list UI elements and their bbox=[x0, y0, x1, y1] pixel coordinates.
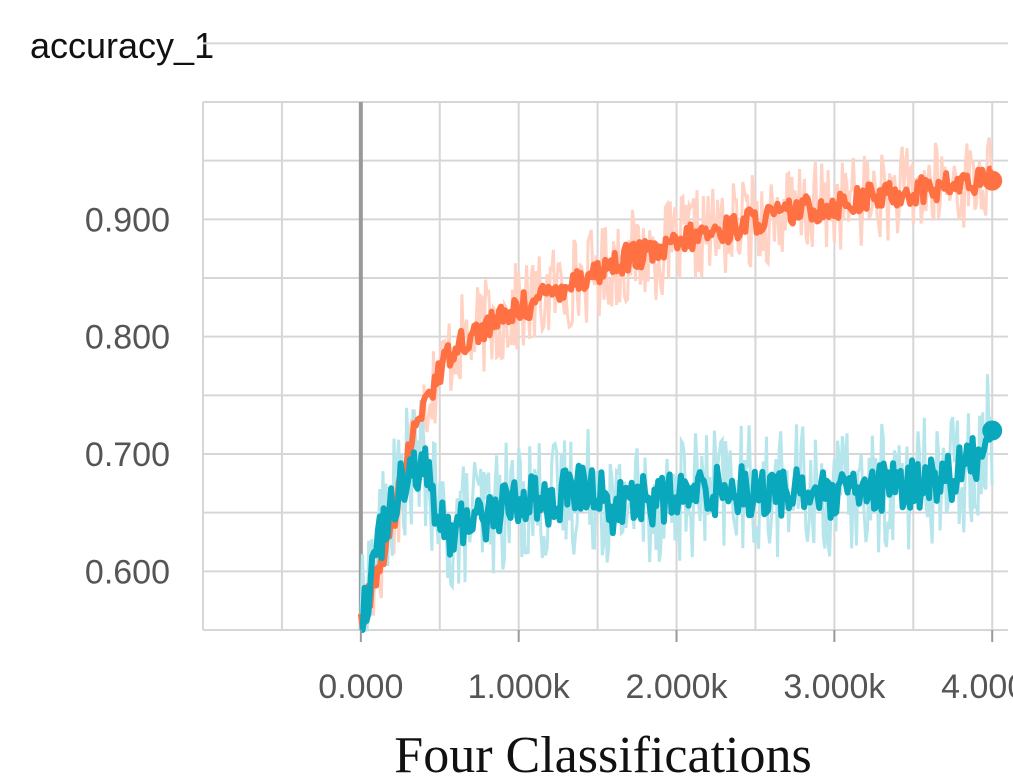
y-tick-label: 0.700 bbox=[85, 436, 170, 474]
smoothed-series-layer bbox=[357, 165, 1003, 633]
raw-series-line bbox=[359, 137, 994, 631]
series-end-marker bbox=[982, 170, 1003, 191]
y-tick-label: 0.800 bbox=[85, 319, 170, 357]
x-tick-label: 0.000 bbox=[318, 668, 403, 706]
y-tick-label: 0.900 bbox=[85, 201, 170, 239]
chart-caption: Four Classifications bbox=[394, 727, 811, 780]
tick-labels: 0.000 1.000k 2.000k 3.000k 4.000k 0.600 0.700 0… bbox=[85, 201, 1013, 706]
x-tick-label: 4.000k bbox=[941, 668, 1013, 706]
series-line bbox=[357, 165, 993, 631]
series-line bbox=[359, 430, 995, 633]
series-end-marker bbox=[982, 420, 1003, 441]
x-tick-label: 1.000k bbox=[468, 668, 571, 706]
chart-title: accuracy_1 bbox=[30, 25, 214, 66]
y-tick-label: 0.600 bbox=[85, 553, 170, 591]
x-tick-label: 2.000k bbox=[625, 668, 728, 706]
x-tick-label: 3.000k bbox=[783, 668, 886, 706]
